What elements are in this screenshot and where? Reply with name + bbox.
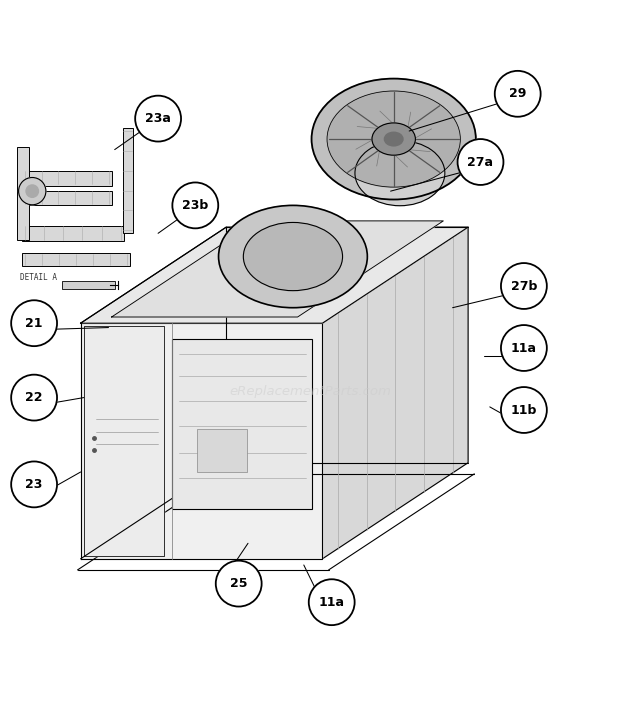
Circle shape <box>458 139 503 185</box>
Circle shape <box>309 579 355 625</box>
Text: 29: 29 <box>509 87 526 100</box>
Polygon shape <box>81 324 322 559</box>
Polygon shape <box>81 227 468 324</box>
Circle shape <box>19 177 46 205</box>
Circle shape <box>216 561 262 606</box>
Polygon shape <box>322 227 468 559</box>
FancyBboxPatch shape <box>17 147 29 239</box>
Ellipse shape <box>384 132 403 146</box>
Polygon shape <box>112 221 443 317</box>
Text: eReplacementParts.com: eReplacementParts.com <box>229 385 391 398</box>
Text: 27b: 27b <box>511 279 537 292</box>
Circle shape <box>11 462 57 507</box>
Ellipse shape <box>327 91 460 187</box>
Text: 21: 21 <box>25 317 43 330</box>
Text: 23b: 23b <box>182 199 208 212</box>
Ellipse shape <box>311 79 476 199</box>
Circle shape <box>495 71 541 117</box>
Ellipse shape <box>372 123 415 155</box>
Circle shape <box>26 185 38 197</box>
Text: 23a: 23a <box>145 112 171 125</box>
Circle shape <box>11 374 57 420</box>
Circle shape <box>501 325 547 371</box>
Circle shape <box>501 263 547 309</box>
Text: 11a: 11a <box>319 595 345 608</box>
FancyBboxPatch shape <box>172 339 312 509</box>
Circle shape <box>501 387 547 433</box>
FancyBboxPatch shape <box>22 227 124 241</box>
Text: 23: 23 <box>25 478 43 491</box>
Text: 11a: 11a <box>511 342 537 355</box>
Circle shape <box>135 96 181 142</box>
Polygon shape <box>84 326 164 555</box>
Ellipse shape <box>355 140 445 206</box>
FancyBboxPatch shape <box>62 281 115 289</box>
Text: 25: 25 <box>230 577 247 590</box>
Text: 27a: 27a <box>467 156 494 169</box>
Circle shape <box>172 182 218 228</box>
Text: 22: 22 <box>25 391 43 404</box>
Ellipse shape <box>219 206 367 308</box>
Ellipse shape <box>244 222 343 291</box>
FancyBboxPatch shape <box>22 253 130 265</box>
Text: 11b: 11b <box>511 403 537 417</box>
FancyBboxPatch shape <box>22 190 112 206</box>
FancyBboxPatch shape <box>123 128 133 233</box>
FancyBboxPatch shape <box>197 429 247 472</box>
FancyBboxPatch shape <box>22 171 112 185</box>
Text: DETAIL A: DETAIL A <box>20 273 58 282</box>
Circle shape <box>11 300 57 346</box>
